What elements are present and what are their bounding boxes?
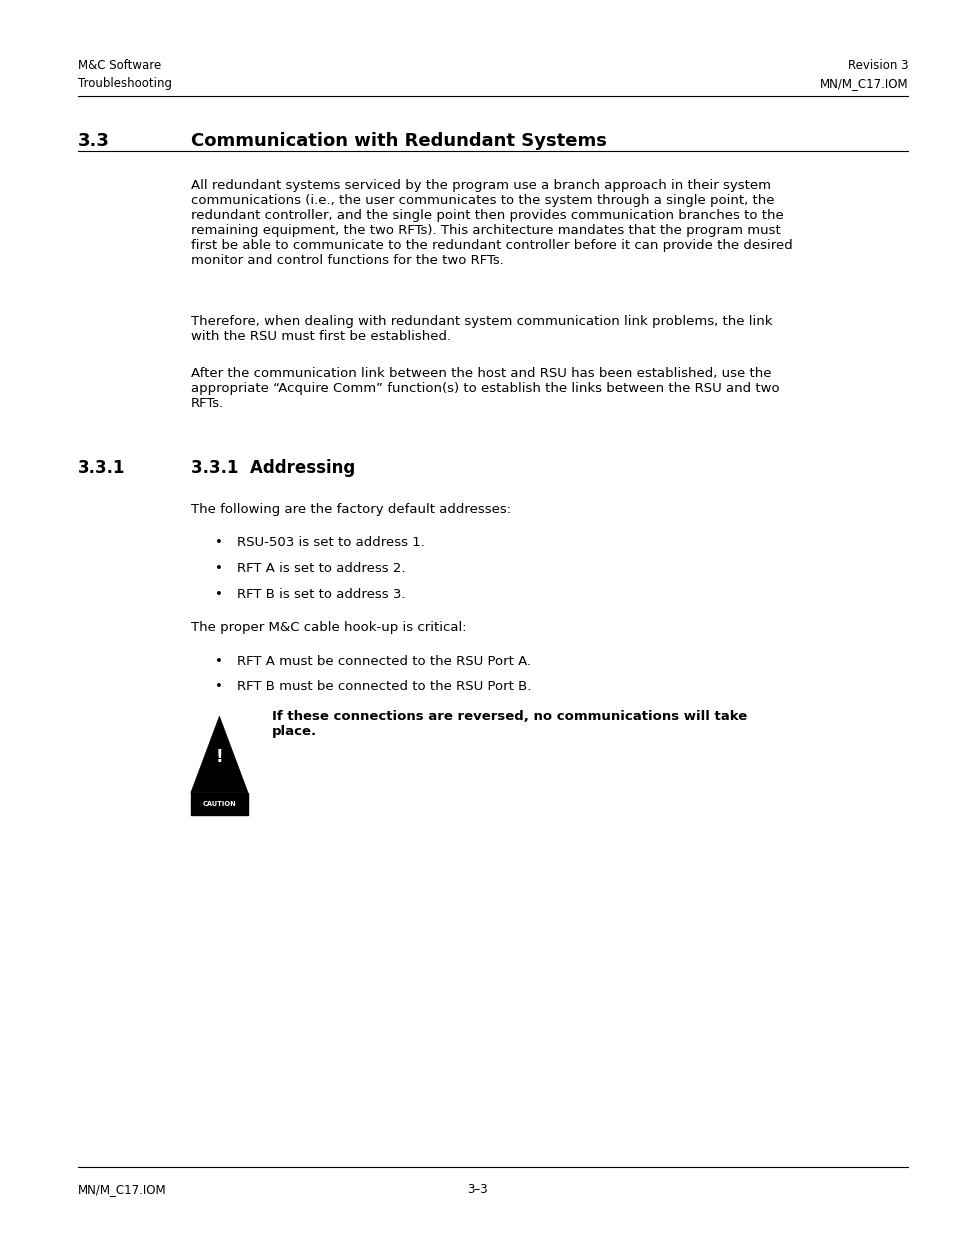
Text: RSU-503 is set to address 1.: RSU-503 is set to address 1. xyxy=(236,536,424,550)
Text: 3–3: 3–3 xyxy=(466,1183,487,1197)
Text: •: • xyxy=(215,536,223,550)
Text: RFT A is set to address 2.: RFT A is set to address 2. xyxy=(236,562,405,576)
Text: M&C Software: M&C Software xyxy=(78,59,161,73)
Text: •: • xyxy=(215,588,223,601)
Text: Troubleshooting: Troubleshooting xyxy=(78,77,172,90)
Text: Communication with Redundant Systems: Communication with Redundant Systems xyxy=(191,132,606,151)
Text: Revision 3: Revision 3 xyxy=(847,59,907,73)
Text: If these connections are reversed, no communications will take
place.: If these connections are reversed, no co… xyxy=(272,710,746,739)
Polygon shape xyxy=(191,716,248,793)
Text: After the communication link between the host and RSU has been established, use : After the communication link between the… xyxy=(191,367,779,410)
Text: All redundant systems serviced by the program use a branch approach in their sys: All redundant systems serviced by the pr… xyxy=(191,179,792,267)
Text: •: • xyxy=(215,680,223,694)
Text: MN/M_C17.IOM: MN/M_C17.IOM xyxy=(78,1183,167,1197)
Text: RFT A must be connected to the RSU Port A.: RFT A must be connected to the RSU Port … xyxy=(236,655,530,668)
Text: •: • xyxy=(215,655,223,668)
Text: RFT B is set to address 3.: RFT B is set to address 3. xyxy=(236,588,405,601)
Text: 3.3.1: 3.3.1 xyxy=(78,459,126,478)
Text: 3.3.1  Addressing: 3.3.1 Addressing xyxy=(191,459,355,478)
Text: !: ! xyxy=(215,748,223,766)
Bar xyxy=(191,793,248,815)
Text: Therefore, when dealing with redundant system communication link problems, the l: Therefore, when dealing with redundant s… xyxy=(191,315,772,343)
Text: CAUTION: CAUTION xyxy=(202,802,236,806)
Text: •: • xyxy=(215,562,223,576)
Text: MN/M_C17.IOM: MN/M_C17.IOM xyxy=(819,77,907,90)
Text: The proper M&C cable hook-up is critical:: The proper M&C cable hook-up is critical… xyxy=(191,621,466,635)
Text: The following are the factory default addresses:: The following are the factory default ad… xyxy=(191,503,511,516)
Text: 3.3: 3.3 xyxy=(78,132,110,151)
Text: RFT B must be connected to the RSU Port B.: RFT B must be connected to the RSU Port … xyxy=(236,680,531,694)
